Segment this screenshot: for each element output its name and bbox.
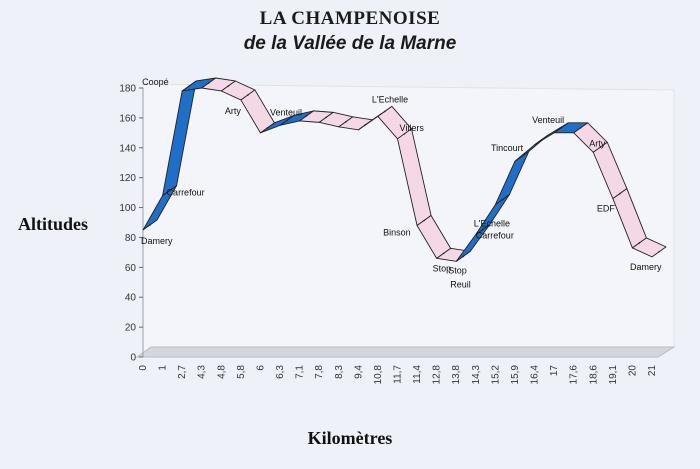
data-point <box>188 85 190 87</box>
x-tick-label: 17,6 <box>569 365 580 385</box>
x-tick-label: 6 <box>255 365 266 371</box>
data-point <box>266 127 269 129</box>
x-tick-label: 20 <box>627 365 638 377</box>
x-tick-label: 17 <box>549 365 560 377</box>
point-annotation: L'Echelle <box>474 218 510 228</box>
ribbon-segment <box>631 237 667 258</box>
data-point <box>462 255 465 258</box>
x-tick-label: 2,7 <box>177 365 188 379</box>
data-point <box>619 192 621 195</box>
data-point <box>540 138 543 141</box>
y-tick-label: 60 <box>125 263 137 274</box>
data-point <box>442 252 445 255</box>
x-tick-label: 7,8 <box>314 365 325 379</box>
data-point <box>599 146 602 149</box>
x-tick-label: 15,2 <box>490 365 501 385</box>
x-tick-label: 12,8 <box>432 365 443 385</box>
data-point <box>247 94 249 96</box>
x-tick-label: 6,3 <box>275 365 286 379</box>
point-annotation: Stop <box>448 265 467 275</box>
y-tick-label: 80 <box>125 233 137 244</box>
x-tick-label: 13,8 <box>451 365 462 385</box>
x-tick-label: 8,3 <box>334 365 345 379</box>
x-tick-label: 15,9 <box>510 365 521 385</box>
x-tick-label: 14,3 <box>471 365 482 385</box>
y-tick-label: 180 <box>119 84 136 95</box>
point-annotation: Carrefour <box>476 230 514 240</box>
y-tick-label: 140 <box>119 143 136 154</box>
data-point <box>579 127 582 129</box>
y-axis-label: Altitudes <box>18 214 89 234</box>
point-annotation: Arty <box>589 138 606 148</box>
data-point <box>227 85 230 87</box>
x-axis-ticks: 0 1 2,7 4,3 4,8 5,8 6 6,3 7,1 7,8 8,3 9,4 10,8 11,7 11… <box>138 365 658 385</box>
x-tick-label: 21 <box>647 365 658 377</box>
x-tick-label: 4,8 <box>216 365 227 379</box>
data-point <box>403 133 406 135</box>
point-annotation: Damery <box>141 236 173 246</box>
data-point <box>638 242 641 244</box>
point-annotation: Carrefour <box>167 188 205 198</box>
point-annotation: Tincourt <box>491 143 524 153</box>
data-point <box>149 224 151 226</box>
x-tick-label: 4,3 <box>197 365 208 379</box>
x-tick-label: 9,4 <box>353 365 364 379</box>
data-point <box>344 121 347 123</box>
x-axis-label: Kilomètres <box>307 428 393 448</box>
point-annotation: Coopé <box>142 77 169 87</box>
x-tick-label: 1 <box>158 365 169 371</box>
data-point <box>658 251 660 253</box>
y-tick-label: 20 <box>125 323 137 334</box>
x-tick-label: 18,6 <box>588 365 599 385</box>
x-tick-label: 10,8 <box>373 365 384 385</box>
chart-title: LA CHAMPENOISE <box>259 8 441 29</box>
x-tick-label: 19,1 <box>608 365 619 385</box>
data-point <box>364 124 367 126</box>
data-point <box>560 127 562 129</box>
x-tick-label: 5,8 <box>236 365 247 379</box>
data-point <box>501 198 504 201</box>
point-annotation: Villers <box>400 123 425 133</box>
point-annotation: Stop <box>433 263 452 273</box>
x-tick-label: 16,4 <box>530 365 541 385</box>
data-point <box>325 116 327 119</box>
point-annotation: EDF <box>597 204 616 214</box>
point-annotation: Venteuil <box>270 107 302 117</box>
y-tick-label: 0 <box>130 353 136 364</box>
y-tick-label: 160 <box>119 113 136 124</box>
x-tick-label: 11,4 <box>412 365 423 384</box>
y-axis-ticks: 0 20 40 60 80 100 120 140 160 180 <box>119 84 143 364</box>
point-annotation: Binson <box>383 227 411 237</box>
point-annotation: L'Echelle <box>372 94 408 104</box>
data-point <box>384 110 386 113</box>
data-point <box>168 189 171 192</box>
y-tick-label: 120 <box>119 173 136 184</box>
x-tick-label: 11,7 <box>393 365 404 384</box>
point-annotation: Arty <box>225 106 242 116</box>
chart-subtitle: de la Vallée de la Marne <box>243 33 457 54</box>
y-tick-label: 40 <box>125 293 137 304</box>
x-tick-label: 0 <box>138 365 149 371</box>
data-point <box>423 219 425 222</box>
point-annotations: Damery Carrefour Coopé Arty Venteuil L'Echell… <box>141 77 662 289</box>
data-point <box>482 228 484 231</box>
point-annotation: Reuil <box>450 279 471 289</box>
data-point <box>521 155 523 158</box>
altitude-ribbon <box>142 77 667 262</box>
chart-background <box>135 83 676 358</box>
point-annotation: Damery <box>630 262 662 272</box>
point-annotation: Venteuil <box>532 115 564 125</box>
data-point <box>305 115 308 117</box>
data-point <box>207 82 210 84</box>
chart-floor <box>135 346 676 358</box>
x-tick-label: 7,1 <box>295 365 306 379</box>
data-point <box>286 119 288 122</box>
y-tick-label: 100 <box>119 203 136 214</box>
